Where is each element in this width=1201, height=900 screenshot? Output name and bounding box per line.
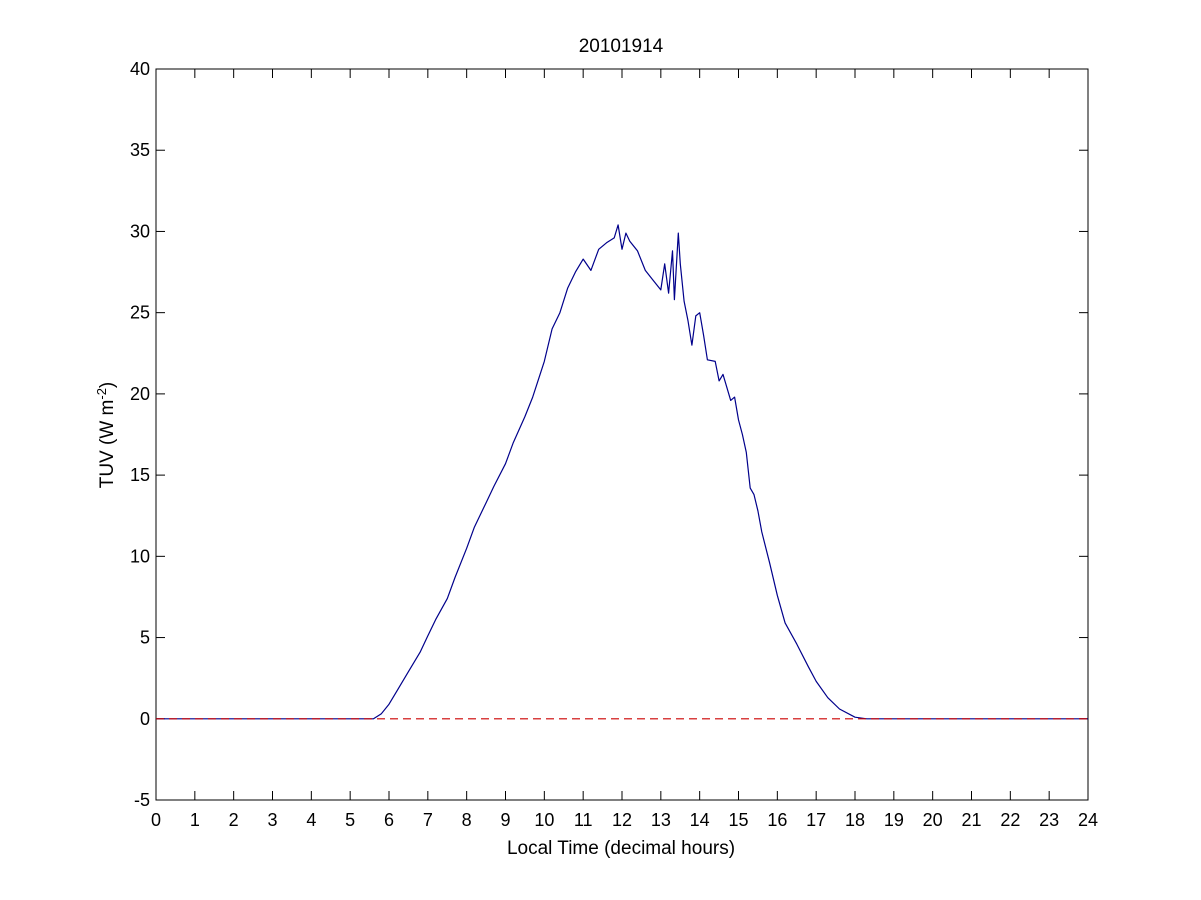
y-tick-label: 10 — [130, 546, 150, 566]
x-tick-label: 9 — [500, 810, 510, 830]
y-tick-label: 25 — [130, 303, 150, 323]
x-tick-label: 8 — [462, 810, 472, 830]
y-tick-label: -5 — [134, 790, 150, 810]
x-tick-label: 22 — [1000, 810, 1020, 830]
tick-labels: 0 1 2 3 4 5 6 7 8 9 10 11 12 13 14 15 16 17 18 19 20 21 22 23 24… — [130, 59, 1098, 830]
x-axis-label: Local Time (decimal hours) — [507, 838, 735, 859]
tuv-series-line — [156, 224, 1088, 720]
x-tick-label: 16 — [767, 810, 787, 830]
x-tick-label: 14 — [690, 810, 710, 830]
y-axis-label: TUV (W m-2) — [94, 382, 119, 489]
plot-area — [155, 68, 1089, 801]
axis-ticks — [155, 68, 1089, 801]
x-tick-label: 1 — [190, 810, 200, 830]
x-tick-label: 24 — [1078, 810, 1098, 830]
x-tick-label: 4 — [306, 810, 316, 830]
x-tick-label: 0 — [151, 810, 161, 830]
y-tick-label: 5 — [140, 628, 150, 648]
x-tick-label: 17 — [806, 810, 826, 830]
y-tick-label: 15 — [130, 465, 150, 485]
x-tick-label: 23 — [1039, 810, 1059, 830]
x-tick-label: 3 — [267, 810, 277, 830]
x-tick-label: 19 — [884, 810, 904, 830]
x-tick-label: 20 — [923, 810, 943, 830]
y-tick-label: 40 — [130, 59, 150, 79]
x-tick-label: 18 — [845, 810, 865, 830]
series-layer — [156, 224, 1088, 720]
y-tick-label: 20 — [130, 384, 150, 404]
x-tick-label: 6 — [384, 810, 394, 830]
x-tick-label: 2 — [229, 810, 239, 830]
y-axis-label-close: ) — [97, 382, 118, 388]
x-tick-label: 7 — [423, 810, 433, 830]
y-tick-label: 35 — [130, 140, 150, 160]
x-tick-label: 13 — [651, 810, 671, 830]
x-tick-label: 11 — [574, 810, 593, 830]
x-tick-label: 21 — [961, 810, 981, 830]
x-tick-label: 15 — [728, 810, 748, 830]
y-axis-label-superscript: -2 — [94, 388, 109, 400]
y-axis-label-main: TUV (W m — [97, 400, 118, 489]
x-tick-label: 12 — [612, 810, 632, 830]
y-tick-label: 30 — [130, 221, 150, 241]
x-tick-label: 10 — [534, 810, 554, 830]
x-tick-label: 5 — [345, 810, 355, 830]
chart-title: 20101914 — [579, 36, 664, 57]
y-tick-label: 0 — [140, 709, 150, 729]
